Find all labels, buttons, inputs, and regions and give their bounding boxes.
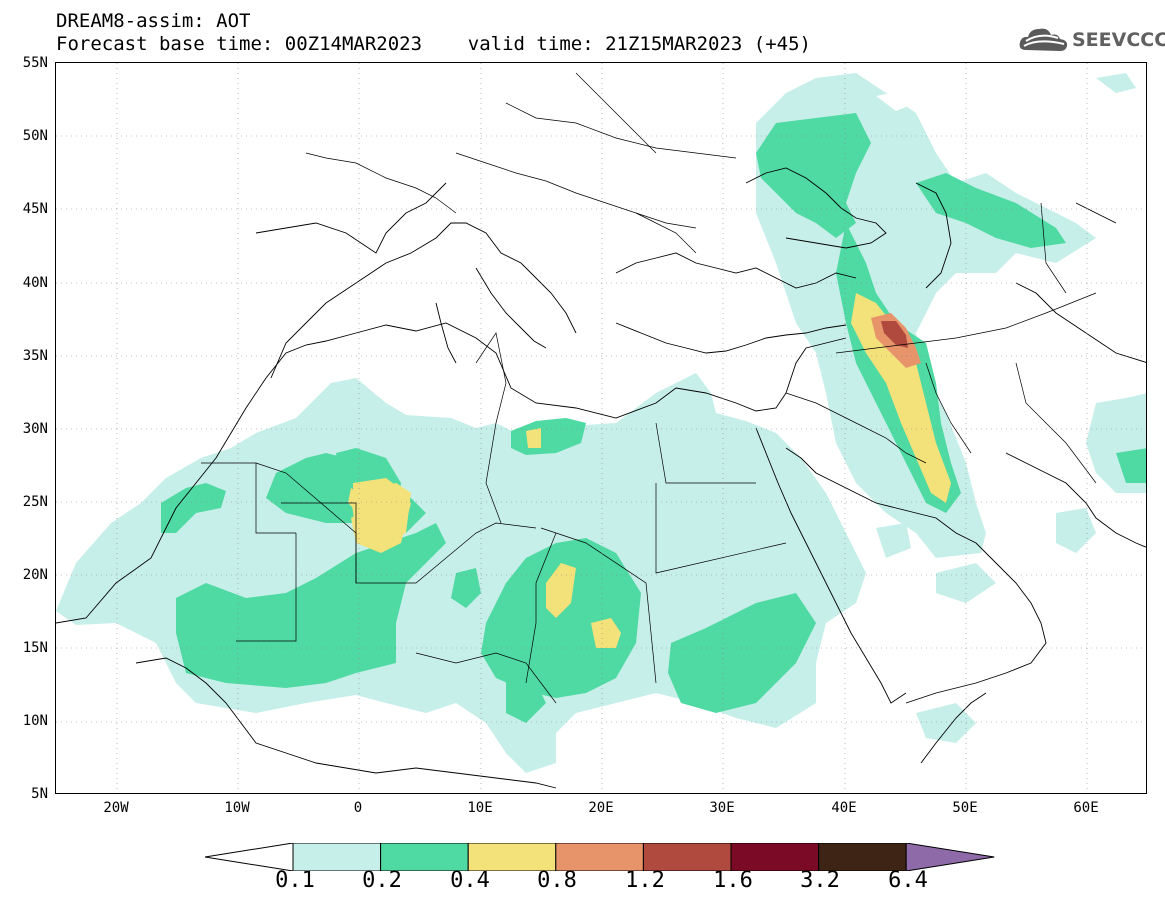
aot-band-1.2 bbox=[881, 321, 908, 348]
legend-swatch bbox=[292, 843, 382, 871]
map-title: DREAM8-assim: AOT bbox=[56, 10, 251, 32]
lon-label: 20E bbox=[588, 800, 614, 816]
lon-label: 10E bbox=[467, 800, 493, 816]
graticule bbox=[56, 63, 1146, 793]
legend-label: 0.1 bbox=[275, 868, 315, 893]
cloud-icon bbox=[1019, 28, 1068, 51]
legend-swatch bbox=[818, 843, 907, 871]
lon-label: 40E bbox=[831, 800, 857, 816]
lon-label: 10W bbox=[224, 800, 250, 816]
legend-label: 1.2 bbox=[625, 868, 665, 893]
map-area bbox=[55, 62, 1147, 794]
lon-label: 30E bbox=[709, 800, 735, 816]
lat-label: 35N bbox=[22, 348, 48, 364]
legend-label: 6.4 bbox=[888, 868, 928, 893]
legend-swatch bbox=[642, 843, 732, 871]
legend-swatch bbox=[555, 843, 644, 871]
lat-label: 10N bbox=[22, 713, 48, 729]
lat-label: 50N bbox=[22, 128, 48, 144]
lat-label: 30N bbox=[22, 421, 48, 437]
lat-label: 55N bbox=[22, 55, 48, 71]
legend-swatch bbox=[730, 843, 820, 871]
lat-label: 25N bbox=[22, 494, 48, 510]
lon-label: 20W bbox=[103, 800, 129, 816]
aot-band-0.4 bbox=[348, 293, 951, 648]
lon-label: 60E bbox=[1073, 800, 1099, 816]
seevccc-logo: SEEVCCC bbox=[1018, 22, 1165, 58]
logo-text: SEEVCCC bbox=[1072, 29, 1165, 51]
color-legend bbox=[205, 843, 995, 871]
legend-arrow-low bbox=[205, 843, 294, 871]
lon-label: 50E bbox=[952, 800, 978, 816]
legend-swatch bbox=[380, 843, 469, 871]
lat-label: 20N bbox=[22, 567, 48, 583]
lat-label: 15N bbox=[22, 640, 48, 656]
lon-label: 0 bbox=[353, 800, 363, 816]
legend-swatch bbox=[467, 843, 557, 871]
lat-label: 5N bbox=[31, 786, 48, 802]
forecast-time-line: Forecast base time: 00Z14MAR2023 valid t… bbox=[56, 33, 811, 55]
legend-label: 0.4 bbox=[450, 868, 490, 893]
legend-label: 1.6 bbox=[713, 868, 753, 893]
legend-label: 0.2 bbox=[362, 868, 402, 893]
country-borders bbox=[201, 72, 1097, 704]
legend-label: 0.8 bbox=[537, 868, 577, 893]
lat-label: 45N bbox=[22, 201, 48, 217]
lat-label: 40N bbox=[22, 275, 48, 291]
legend-arrow-high bbox=[905, 843, 995, 871]
legend-label: 3.2 bbox=[800, 868, 840, 893]
